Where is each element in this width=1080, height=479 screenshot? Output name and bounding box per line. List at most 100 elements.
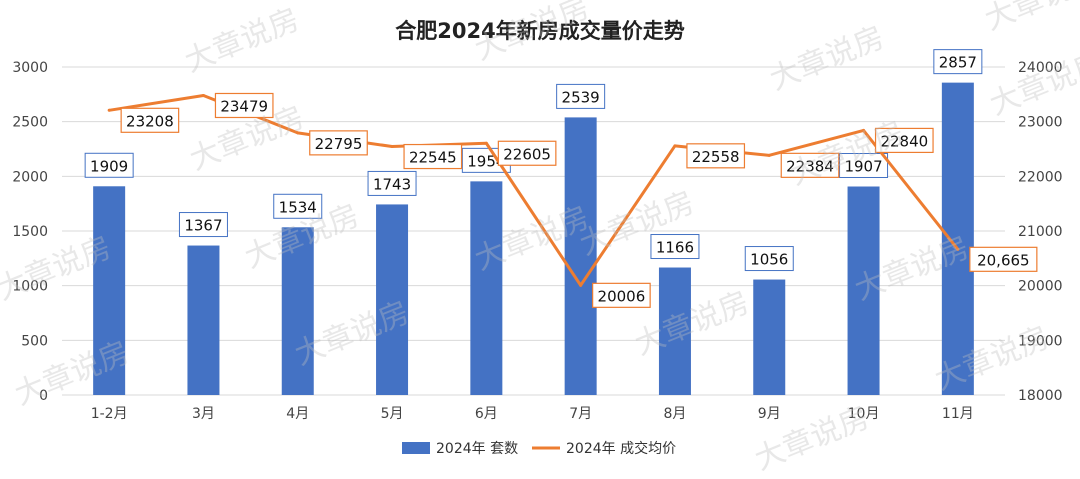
line-point: [579, 283, 583, 287]
bar: [93, 186, 126, 395]
bar-data-label: 1056: [750, 251, 788, 269]
right-tick-label: 20000: [1018, 279, 1063, 295]
line-data-label: 23208: [126, 112, 174, 130]
line-point: [390, 145, 394, 149]
line-data-label-box: [592, 282, 651, 308]
line-point: [673, 144, 677, 148]
left-axis-ticks: 0 500 1000 1500 2000 2500 3000: [12, 60, 48, 404]
line-data-label: 22605: [503, 145, 551, 163]
line-data-label: 22384: [786, 157, 834, 175]
watermark-text: 大章说房: [765, 20, 889, 97]
left-tick-label: 2000: [12, 169, 48, 185]
line-data-label: 20,665: [977, 251, 1030, 269]
line-data-label: 22840: [880, 132, 928, 150]
line-data-label-box: [403, 143, 463, 170]
bar-data-label-box: [84, 152, 134, 178]
line-series: 23208 23479 22795 22545 22605 20006 22558 22384…: [107, 92, 1038, 308]
line-data-label: 22558: [692, 148, 740, 166]
bar-data-label: 1166: [656, 239, 694, 257]
bar-data-label: 2857: [939, 54, 977, 72]
line-point: [862, 128, 866, 132]
x-axis-ticks: 1-2月 3月 4月 5月 6月 7月 8月 9月 10月 11月: [91, 406, 974, 422]
line-data-label-box: [120, 107, 180, 133]
line-point: [956, 247, 960, 251]
bar-data-label-box: [744, 246, 794, 272]
right-tick-label: 18000: [1018, 388, 1063, 404]
bar: [376, 204, 409, 395]
line-data-label: 23479: [220, 97, 268, 115]
line-point: [296, 131, 300, 135]
left-tick-label: 1500: [12, 224, 48, 240]
bar-data-label-box: [933, 49, 983, 75]
right-tick-label: 22000: [1018, 169, 1063, 185]
line-data-label-box: [309, 130, 368, 156]
left-tick-label: 0: [39, 388, 48, 404]
line-data-label: 22545: [409, 149, 457, 167]
right-tick-label: 24000: [1018, 60, 1063, 76]
left-tick-label: 2500: [12, 115, 48, 131]
line-data-label: 22795: [315, 135, 363, 153]
x-tick-label: 3月: [192, 406, 215, 422]
bar-data-label-box: [178, 212, 228, 238]
line-data-label-box: [497, 140, 557, 166]
watermark-text: 大章说房: [980, 0, 1080, 37]
right-axis-ticks: 18000 19000 20000 21000 22000 23000 24000: [1018, 60, 1063, 404]
x-tick-label: 4月: [286, 406, 309, 422]
line-data-label-box: [686, 143, 746, 169]
line-data-label-box: [214, 92, 274, 119]
bar-data-label: 1743: [373, 175, 411, 193]
line-data-label-box: [780, 152, 840, 178]
legend-bar-label: 2024年 套数: [436, 441, 518, 457]
right-tick-label: 23000: [1018, 115, 1063, 131]
x-tick-label: 5月: [381, 406, 404, 422]
x-tick-label: 1-2月: [91, 406, 128, 422]
line-point: [767, 153, 771, 157]
bar-data-label: 1534: [279, 198, 317, 216]
right-tick-label: 19000: [1018, 333, 1063, 349]
bar-data-label: 1907: [844, 158, 882, 176]
watermark-text: 大章说房: [180, 2, 304, 79]
right-tick-label: 21000: [1018, 224, 1063, 240]
line-data-label-box: [874, 127, 934, 154]
legend-bar-swatch: [402, 442, 430, 454]
legend: 2024年 套数 2024年 成交均价: [402, 440, 676, 457]
line-point: [107, 108, 111, 112]
bar-data-label-box: [556, 83, 606, 109]
line-point: [484, 141, 488, 145]
bar-data-label: 2539: [562, 88, 600, 106]
x-tick-label: 6月: [475, 406, 498, 422]
bar-data-label-box: [367, 170, 417, 196]
bar: [658, 267, 691, 395]
bar: [187, 245, 220, 395]
left-tick-label: 500: [21, 333, 48, 349]
bar-data-label-box: [273, 193, 323, 219]
bar-data-label: 1367: [184, 217, 222, 235]
bar: [281, 227, 314, 395]
legend-line-label: 2024年 成交均价: [566, 440, 676, 457]
line-point: [201, 93, 205, 97]
bar-data-label-box: [650, 234, 700, 260]
x-tick-label: 7月: [569, 406, 592, 422]
bar: [847, 186, 880, 395]
x-tick-label: 9月: [758, 406, 781, 422]
line-data-label: 20006: [598, 287, 646, 305]
watermark-text: 大章说房: [785, 115, 909, 192]
chart-title: 合肥2024年新房成交量价走势: [395, 19, 684, 43]
bar: [753, 279, 786, 395]
left-tick-label: 1000: [12, 279, 48, 295]
bar: [470, 181, 503, 395]
line-data-label-box: [969, 246, 1038, 272]
x-tick-label: 11月: [942, 406, 974, 422]
left-tick-label: 3000: [12, 60, 48, 76]
bar: [941, 82, 974, 395]
watermark-text: 大章说房: [985, 45, 1080, 122]
bar-data-label: 1909: [90, 157, 128, 175]
x-tick-label: 8月: [663, 406, 686, 422]
x-tick-label: 10月: [848, 406, 880, 422]
bar-data-label-box: [839, 153, 889, 179]
bar: [564, 117, 597, 396]
